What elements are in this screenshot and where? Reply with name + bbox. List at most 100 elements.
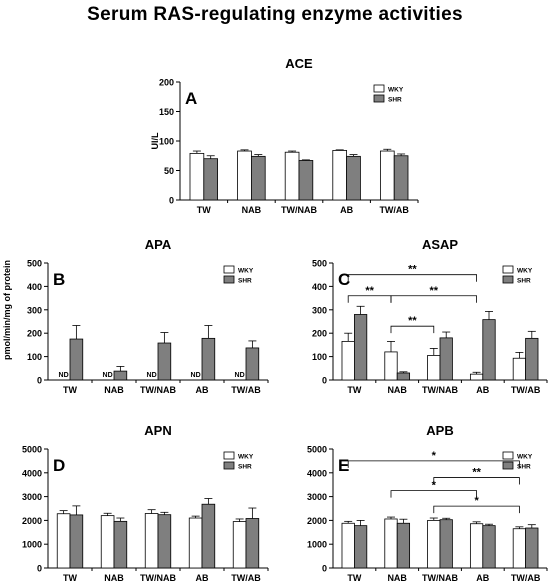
x-tick-label: TW/NAB [140,573,176,583]
y-tick-label: 2000 [22,516,42,526]
bar-wky [237,150,252,201]
x-tick-label: TW/AB [231,385,261,395]
legend-swatch-wky [502,265,514,274]
panel-title: APB [426,423,453,438]
bar-wky [284,151,300,201]
panel-letter: C [338,270,350,289]
legend-swatch-shr [223,461,235,470]
x-tick-label: TW [197,205,211,215]
x-tick-label: TW/AB [231,573,261,583]
bar-wky [512,528,527,569]
bar-shr [157,514,172,569]
x-tick-label: TW [347,573,361,583]
panel-asap: ASAP 0 100 200 300 400 500 C TW NAB TW/NAB AB TW/AB *… [312,237,548,395]
y-tick-label: 100 [27,352,42,362]
y-tick-label: 400 [27,282,42,292]
x-tick-label: TW [63,385,77,395]
legend-swatch-shr [373,94,385,103]
legend-label-shr: SHR [238,278,252,285]
significance-label: * [432,450,437,462]
bar-wky [332,150,348,201]
bar-shr [245,518,260,569]
panel-title: APA [145,237,172,252]
bar-shr [482,525,496,569]
significance-label: ** [365,285,374,297]
bar-shr [482,319,496,381]
x-tick-label: AB [476,385,489,395]
x-tick-label: AB [340,205,353,215]
panel-title: APN [144,423,171,438]
panel-title: ACE [285,56,313,71]
bar-wky [341,340,355,381]
x-tick-label: TW/AB [511,573,541,583]
x-tick-label: TW/NAB [422,573,458,583]
legend-label-wky: WKY [517,268,533,275]
significance-bracket [347,295,392,303]
significance-label: * [432,480,437,492]
bar-shr [69,338,84,381]
legend-swatch-wky [502,451,514,460]
nd-annotation: ND [235,372,245,379]
bar-shr [525,337,539,381]
bar-wky [341,522,355,569]
figure-title: Serum RAS-regulating enzyme activities [87,4,463,25]
panel-title: ASAP [422,237,458,252]
x-tick-label: NAB [387,573,407,583]
significance-bracket [347,274,477,282]
y-tick-label: 150 [159,107,174,117]
nd-annotation: ND [59,372,69,379]
bar-wky [188,517,203,569]
significance-label: ** [408,264,417,276]
legend-swatch-wky [223,451,235,460]
bar-wky [379,150,395,201]
x-tick-label: TW/AB [511,385,541,395]
bar-shr [245,347,260,381]
bar-shr [69,514,84,569]
x-tick-label: TW/NAB [281,205,317,215]
y-tick-label: 400 [312,282,327,292]
y-tick-label: 0 [37,376,42,386]
y-tick-label: 1000 [22,540,42,550]
significance-bracket [433,477,520,485]
significance-bracket [390,490,477,498]
significance-label: ** [408,315,417,327]
bar-shr [113,520,128,569]
y-tick-label: 0 [322,564,327,574]
bar-shr [298,160,314,201]
bar-wky [56,513,71,569]
legend-label-wky: WKY [238,454,254,461]
y-tick-label: 2000 [307,516,327,526]
panel-apa: APA 0 100 200 300 400 500 B TW NAB TW/NAB AB TW/AB ND… [27,237,269,395]
panel-apn: APN 0 1000 2000 3000 4000 5000 D TW NAB TW/NAB AB TW… [22,423,269,583]
y-tick-label: 200 [312,329,327,339]
legend-label-wky: WKY [517,454,533,461]
bar-shr [157,342,172,381]
bar-shr [525,527,539,569]
y-tick-label: 0 [37,564,42,574]
nd-annotation: ND [147,372,157,379]
significance-bracket [433,505,520,514]
bar-shr [439,519,453,569]
y-axis-label: UI/L [150,132,160,150]
bar-shr [393,155,409,201]
bar-wky [384,518,398,569]
panel-letter: D [53,456,65,475]
x-tick-label: TW/AB [379,205,409,215]
bar-shr [201,503,216,569]
x-tick-label: TW [347,385,361,395]
y-tick-label: 300 [312,305,327,315]
x-tick-label: TW/NAB [140,385,176,395]
bar-shr [439,337,453,381]
significance-label: ** [472,467,481,479]
legend-label-wky: WKY [238,268,254,275]
panel-letter: A [185,89,197,108]
bar-shr [201,337,216,381]
bar-wky [512,357,527,381]
y-tick-label: 3000 [307,492,327,502]
legend-label-shr: SHR [517,278,531,285]
y-tick-label: 100 [159,137,174,147]
x-tick-label: AB [196,573,209,583]
bar-wky [469,373,484,381]
legend-swatch-shr [502,461,514,470]
panel-letter: E [338,456,349,475]
